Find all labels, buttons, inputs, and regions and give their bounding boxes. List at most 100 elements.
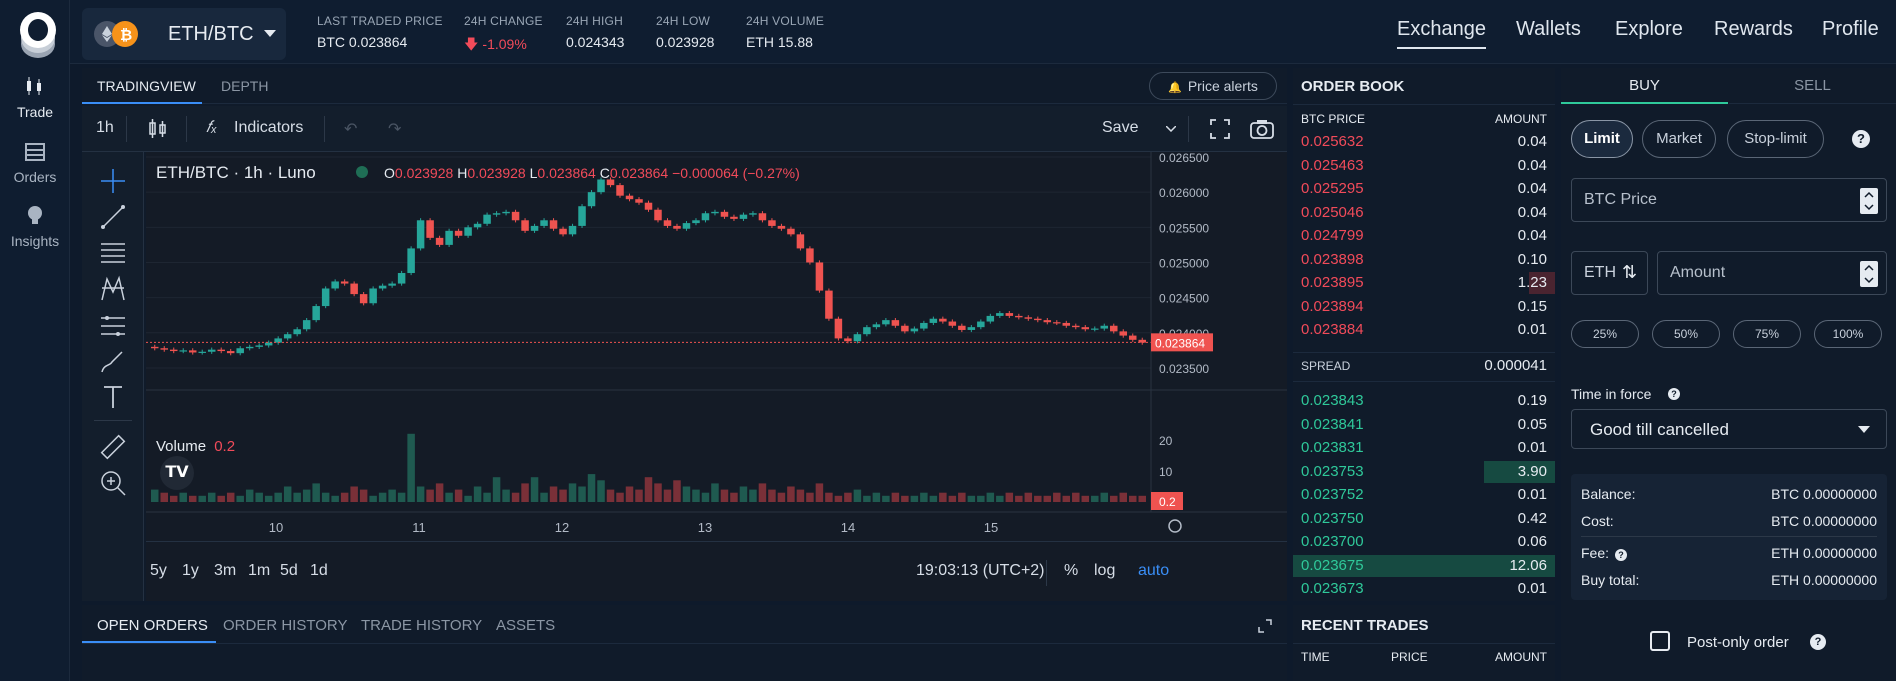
tab-tradingview[interactable]: TRADINGVIEW [97, 78, 196, 94]
price-stepper[interactable] [1860, 188, 1878, 214]
redo-icon[interactable]: ↷ [388, 121, 402, 138]
ask-row[interactable]: 0.025632 0.04 [1293, 130, 1555, 154]
amount-stepper[interactable] [1860, 261, 1878, 287]
volume-bar [834, 495, 843, 502]
time-in-force-select[interactable]: Good till cancelled [1571, 409, 1887, 449]
pair-selector[interactable]: ₿ ETH/BTC [82, 8, 286, 60]
bid-row[interactable]: 0.023673 0.01 [1293, 577, 1555, 601]
candle-type-icon[interactable] [148, 118, 168, 140]
candle-body [369, 288, 377, 304]
high-label: H [457, 165, 468, 181]
topnav-profile[interactable]: Profile [1822, 18, 1879, 40]
bid-row[interactable]: 0.023843 0.19 [1293, 389, 1555, 413]
order-type-limit[interactable]: Limit [1571, 120, 1633, 158]
range-3m[interactable]: 3m [214, 562, 237, 579]
ask-row[interactable]: 0.025046 0.04 [1293, 201, 1555, 225]
bid-row[interactable]: 0.023831 0.01 [1293, 436, 1555, 460]
auto-scale-toggle[interactable]: auto [1138, 562, 1170, 579]
sell-tab[interactable]: SELL [1729, 68, 1896, 104]
ask-row[interactable]: 0.023894 0.15 [1293, 295, 1555, 319]
chart-clock[interactable]: 19:03:13 (UTC+2) [916, 562, 1045, 579]
topnav-exchange[interactable]: Exchange [1397, 18, 1486, 49]
pattern-icon[interactable] [98, 274, 128, 304]
luno-logo[interactable] [18, 8, 58, 60]
order-type-stop-limit[interactable]: Stop-limit [1727, 120, 1824, 158]
amount-input[interactable]: Amount [1657, 251, 1887, 295]
tab-assets[interactable]: ASSETS [496, 617, 556, 634]
price-input[interactable]: BTC Price [1571, 178, 1887, 222]
text-tool-icon[interactable] [98, 382, 128, 412]
bid-row[interactable]: 0.023700 0.06 [1293, 530, 1555, 554]
ask-row[interactable]: 0.024799 0.04 [1293, 224, 1555, 248]
pair-label: ETH/BTC [168, 23, 254, 45]
chevron-down-icon[interactable] [1166, 126, 1176, 132]
fullscreen-icon[interactable] [1210, 119, 1230, 139]
indicators-button[interactable]: Indicators [234, 119, 304, 136]
forecast-icon[interactable] [98, 310, 128, 340]
volume-bar [663, 489, 672, 502]
time-in-force-label: Time in force [1571, 386, 1652, 402]
range-1m[interactable]: 1m [248, 562, 271, 579]
brush-icon[interactable] [98, 346, 128, 376]
percent-75-button[interactable]: 75% [1733, 320, 1801, 348]
bid-row[interactable]: 0.023753 3.90 [1293, 460, 1555, 484]
candle-body [597, 179, 605, 193]
help-icon[interactable]: ? [1615, 549, 1628, 561]
amount-currency-toggle[interactable]: ETH ⇅ [1571, 251, 1648, 295]
bid-row[interactable]: 0.023752 0.01 [1293, 483, 1555, 507]
bid-row[interactable]: 0.023675 12.06 [1293, 554, 1555, 578]
fib-lines-icon[interactable] [98, 238, 128, 268]
nav-insights[interactable]: Insights [0, 205, 70, 249]
topnav-explore[interactable]: Explore [1615, 18, 1683, 40]
save-button[interactable]: Save [1102, 119, 1139, 136]
post-only-checkbox[interactable] [1650, 631, 1670, 651]
percent-scale-toggle[interactable]: % [1064, 562, 1079, 579]
tradingview-logo[interactable]: 𝗧𝗩 [160, 456, 194, 490]
crosshair-icon[interactable] [98, 166, 128, 196]
tab-depth[interactable]: DEPTH [221, 78, 269, 94]
help-icon[interactable]: ? [1852, 130, 1870, 148]
log-scale-toggle[interactable]: log [1094, 562, 1116, 579]
ask-row[interactable]: 0.023884 0.01 [1293, 318, 1555, 342]
bid-amount: 12.06 [1509, 556, 1547, 574]
percent-100-button[interactable]: 100% [1814, 320, 1882, 348]
topnav-wallets[interactable]: Wallets [1516, 18, 1581, 40]
range-5y[interactable]: 5y [150, 562, 167, 579]
ask-row[interactable]: 0.025463 0.04 [1293, 154, 1555, 178]
bid-row[interactable]: 0.023841 0.05 [1293, 413, 1555, 437]
price-chart[interactable]: 0.026500 0.026000 0.025500 0.025000 0.024500… [146, 151, 1287, 601]
nav-orders[interactable]: Orders [0, 141, 70, 185]
tab-open-orders[interactable]: OPEN ORDERS [97, 617, 208, 634]
price-alerts-button[interactable]: 🔔 Price alerts [1149, 72, 1277, 100]
volume-bar [454, 489, 463, 502]
topnav-rewards[interactable]: Rewards [1714, 18, 1793, 40]
range-5d[interactable]: 5d [280, 562, 298, 579]
help-icon[interactable]: ? [1810, 634, 1826, 650]
candlestick-chart[interactable]: 0.026500 0.026000 0.025500 0.025000 0.024500… [146, 151, 1287, 541]
nav-trade[interactable]: Trade [0, 76, 70, 120]
tab-order-history[interactable]: ORDER HISTORY [223, 617, 348, 634]
zoom-in-icon[interactable] [98, 468, 128, 498]
tab-trade-history[interactable]: TRADE HISTORY [361, 617, 483, 634]
bid-row[interactable]: 0.023750 0.42 [1293, 507, 1555, 531]
range-1d[interactable]: 1d [310, 562, 328, 579]
ask-row[interactable]: 0.023895 1.23 [1293, 271, 1555, 295]
help-icon[interactable]: ? [1668, 388, 1680, 400]
buy-tab[interactable]: BUY [1561, 68, 1728, 104]
expand-icon[interactable] [1258, 619, 1272, 633]
volume-bar [939, 492, 947, 502]
ruler-icon[interactable] [98, 432, 128, 462]
percent-50-button[interactable]: 50% [1652, 320, 1720, 348]
interval-button[interactable]: 1h [96, 119, 114, 136]
candle-body [151, 346, 159, 349]
ask-row[interactable]: 0.025295 0.04 [1293, 177, 1555, 201]
trend-line-icon[interactable] [98, 202, 128, 232]
percent-25-button[interactable]: 25% [1571, 320, 1639, 348]
camera-icon[interactable] [1250, 119, 1274, 139]
undo-icon[interactable]: ↶ [344, 121, 358, 138]
range-1y[interactable]: 1y [182, 562, 199, 579]
function-icon[interactable]: 𝑓ₓ [206, 119, 218, 136]
ask-row[interactable]: 0.023898 0.10 [1293, 248, 1555, 272]
order-type-market[interactable]: Market [1642, 120, 1716, 158]
volume-bar [207, 492, 216, 502]
